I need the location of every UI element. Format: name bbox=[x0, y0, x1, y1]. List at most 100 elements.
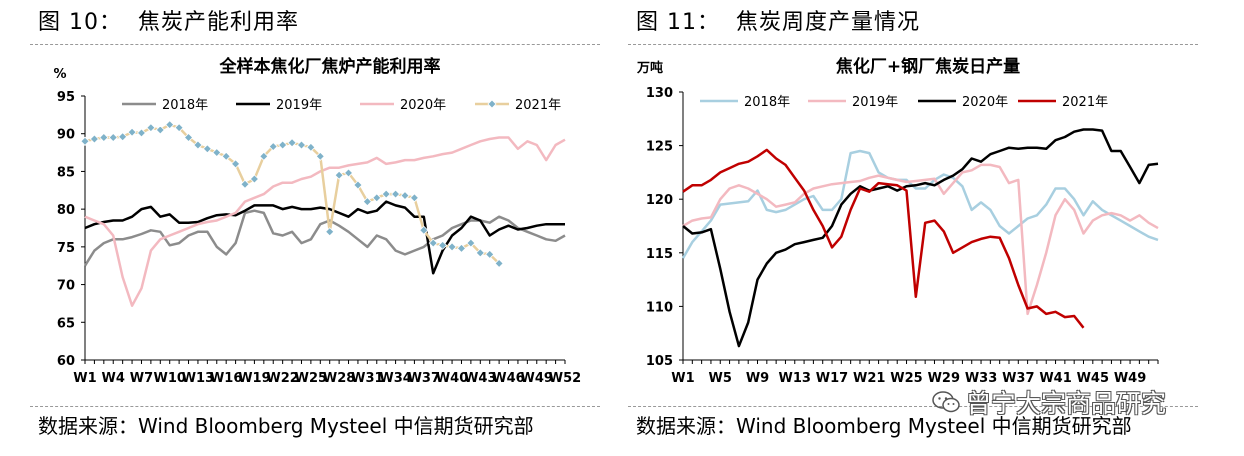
legend-label: 2020年 bbox=[400, 98, 446, 113]
figure-title-left: 图 10： 焦炭产能利用率 bbox=[38, 10, 299, 35]
legend-label: 2021年 bbox=[1062, 95, 1108, 110]
y-tick-label: 70 bbox=[57, 279, 75, 294]
y-tick-label: 65 bbox=[57, 316, 75, 331]
series-point-marker bbox=[249, 174, 259, 184]
divider-bottom-left bbox=[30, 406, 600, 407]
series-point-marker bbox=[193, 140, 203, 150]
divider-bottom-right bbox=[628, 406, 1198, 407]
x-tick-label: W4 bbox=[102, 371, 125, 386]
series-point-marker bbox=[372, 193, 382, 203]
series-point-marker bbox=[428, 238, 438, 248]
y-tick-label: 110 bbox=[646, 300, 673, 315]
series-point-marker bbox=[485, 249, 495, 259]
series-point-marker bbox=[174, 123, 184, 133]
x-tick-label: W17 bbox=[816, 371, 848, 386]
series-point-marker bbox=[155, 125, 165, 135]
legend-label: 2018年 bbox=[744, 95, 790, 110]
x-tick-label: W49 bbox=[1114, 371, 1146, 386]
series-line-2019年 bbox=[84, 200, 565, 275]
series-point-marker bbox=[306, 142, 316, 152]
series-point-marker bbox=[287, 138, 297, 148]
series-point-marker bbox=[268, 141, 278, 152]
series-point-marker bbox=[259, 151, 269, 161]
x-tick-label: W13 bbox=[182, 371, 214, 386]
divider-top-left bbox=[30, 44, 600, 45]
series-point-marker bbox=[419, 225, 429, 235]
series-line-2021年 bbox=[682, 148, 1085, 329]
series-point-marker bbox=[136, 128, 147, 138]
y-tick-label: 125 bbox=[646, 140, 673, 155]
legend-marker bbox=[487, 99, 497, 109]
x-tick-label: W7 bbox=[130, 371, 153, 386]
y-tick-label: 60 bbox=[57, 354, 75, 369]
series-point-marker bbox=[391, 189, 401, 199]
y-tick-label: 130 bbox=[646, 86, 673, 101]
legend-label: 2020年 bbox=[962, 95, 1008, 110]
x-tick-label: W1 bbox=[73, 371, 96, 386]
series-point-marker bbox=[353, 180, 363, 190]
series-point-marker bbox=[296, 140, 307, 150]
series-point-marker bbox=[146, 123, 156, 133]
x-tick-label: W45 bbox=[1077, 371, 1109, 386]
series-point-marker bbox=[99, 132, 109, 143]
y-tick-label: 80 bbox=[57, 203, 75, 218]
x-tick-label: W10 bbox=[153, 371, 185, 386]
legend-label: 2019年 bbox=[276, 98, 322, 113]
x-tick-label: W21 bbox=[853, 371, 885, 386]
x-tick-label: W41 bbox=[1039, 371, 1071, 386]
series-line-2019年 bbox=[682, 163, 1159, 316]
series-point-marker bbox=[80, 136, 90, 146]
x-tick-label: W25 bbox=[295, 371, 327, 386]
series-point-marker bbox=[400, 191, 410, 201]
divider-top-right bbox=[628, 44, 1198, 45]
x-tick-label: W52 bbox=[549, 371, 581, 386]
series-point-marker bbox=[278, 140, 288, 150]
figure-title-right: 图 11： 焦炭周度产量情况 bbox=[636, 10, 920, 35]
x-tick-label: W49 bbox=[521, 371, 553, 386]
y-tick-label: 115 bbox=[646, 247, 673, 262]
series-point-marker bbox=[202, 144, 212, 154]
series-point-marker bbox=[343, 168, 354, 178]
x-tick-label: W9 bbox=[746, 371, 769, 386]
series-point-marker bbox=[108, 132, 118, 143]
series-point-marker bbox=[127, 127, 137, 137]
x-tick-label: W31 bbox=[351, 371, 383, 386]
series-line-2020年 bbox=[682, 128, 1159, 348]
series-point-marker bbox=[118, 132, 128, 142]
series-point-marker bbox=[466, 238, 476, 248]
series-point-marker bbox=[165, 120, 175, 130]
series-point-marker bbox=[362, 197, 372, 207]
watermark-text: 曾宁大宗商品研究 bbox=[966, 389, 1167, 418]
chart-coke-weekly-output: 焦化厂+钢厂焦炭日产量 万吨 105 110 115 120 125 130 W1 W5 W9 W13… bbox=[636, 56, 1159, 386]
source-note-right: 数据来源：Wind Bloomberg Mysteel 中信期货研究部 bbox=[636, 414, 1132, 438]
x-tick-label: W13 bbox=[779, 371, 811, 386]
y-tick-label: 90 bbox=[57, 128, 75, 143]
wechat-watermark: 曾宁大宗商品研究 bbox=[932, 384, 1166, 420]
series-point-marker bbox=[438, 240, 448, 250]
chart-title: 焦化厂+钢厂焦炭日产量 bbox=[835, 56, 1020, 77]
y-tick-label: 85 bbox=[57, 165, 75, 180]
series-point-marker bbox=[221, 151, 231, 161]
x-tick-label: W28 bbox=[323, 371, 355, 386]
x-tick-label: W46 bbox=[492, 371, 524, 386]
x-tick-label: W22 bbox=[266, 371, 298, 386]
series-line-2018年 bbox=[681, 149, 1159, 259]
series-point-marker bbox=[240, 179, 250, 189]
x-tick-label: W5 bbox=[709, 371, 732, 386]
x-tick-label: W43 bbox=[464, 371, 496, 386]
x-tick-label: W37 bbox=[408, 371, 440, 386]
series-line-2020年 bbox=[84, 136, 566, 307]
series-point-marker bbox=[447, 242, 457, 252]
x-tick-label: W34 bbox=[379, 371, 411, 386]
y-tick-label: 95 bbox=[57, 90, 75, 105]
series-point-marker bbox=[183, 132, 194, 143]
legend-label: 2019年 bbox=[852, 95, 898, 110]
y-tick-label: 105 bbox=[646, 354, 673, 369]
legend-label: 2018年 bbox=[162, 98, 208, 113]
x-tick-label: W25 bbox=[890, 371, 922, 386]
x-tick-label: W16 bbox=[210, 371, 242, 386]
x-tick-label: W37 bbox=[1002, 371, 1034, 386]
series-point-marker bbox=[315, 151, 325, 161]
x-tick-label: W1 bbox=[671, 371, 694, 386]
x-tick-label: W19 bbox=[238, 371, 270, 386]
